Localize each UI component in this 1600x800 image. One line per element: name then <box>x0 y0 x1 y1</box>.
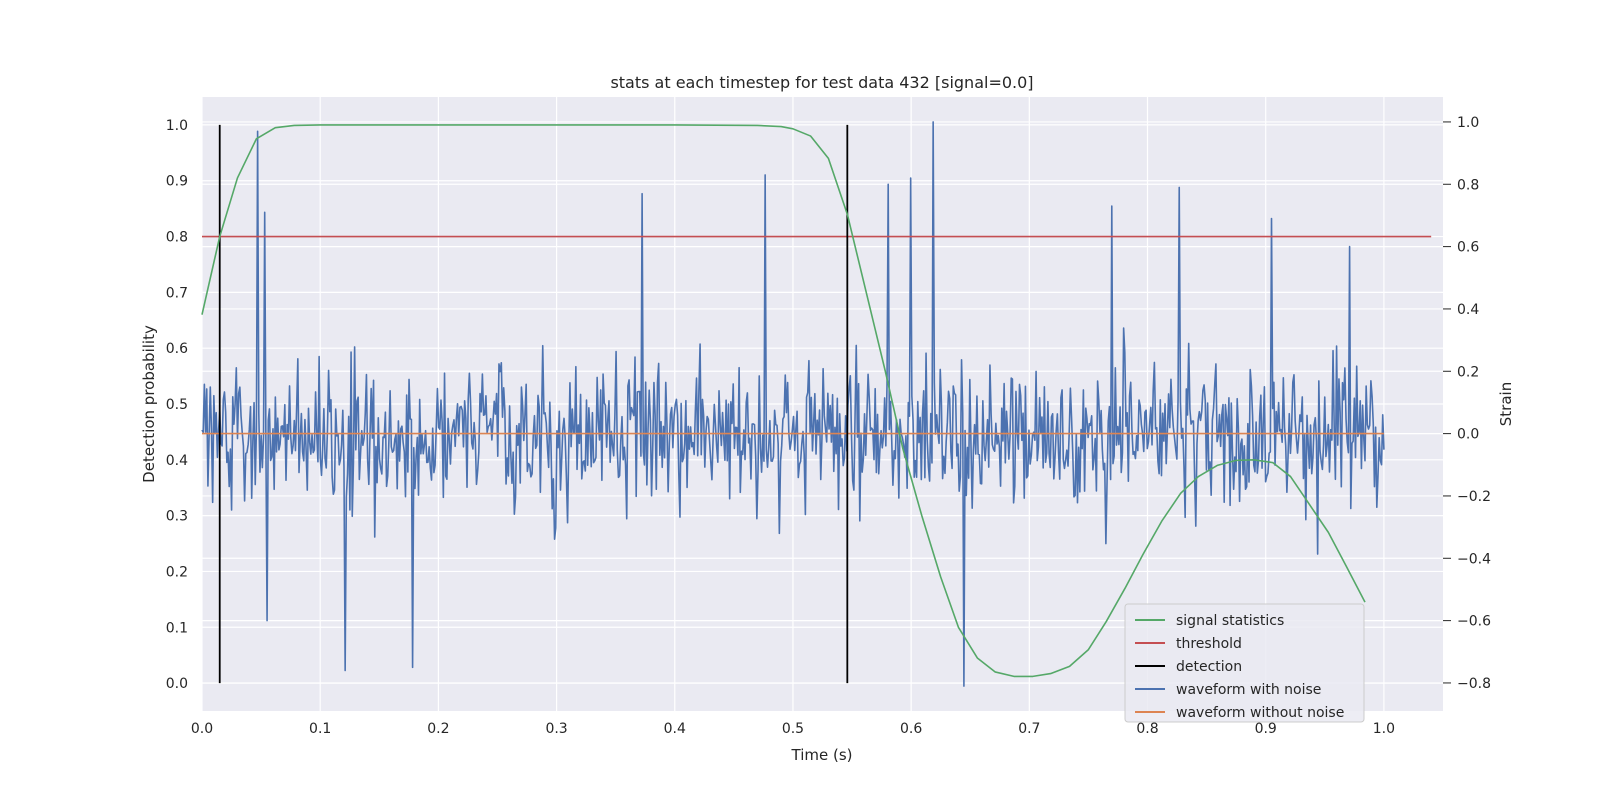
y-right-tick-label: 0.4 <box>1457 302 1479 318</box>
legend-label-detection: detection <box>1176 659 1242 675</box>
y-tick-label: 0.1 <box>166 620 188 636</box>
y-axis-label: Detection probability <box>140 325 158 483</box>
y-right-tick-label: −0.2 <box>1457 489 1491 505</box>
y-axis-ticks: 0.0 0.1 0.2 0.3 0.4 0.5 0.6 0.7 0.8 0.9 1.0 <box>166 118 188 692</box>
series-signal-statistics <box>201 124 1366 678</box>
x-tick-label: 0.2 <box>427 721 449 737</box>
x-axis-ticks: 0.0 0.1 0.2 0.3 0.4 0.5 0.6 0.7 0.8 0.9 1.0 <box>191 721 1395 737</box>
x-tick-label: 0.9 <box>1255 721 1277 737</box>
y-tick-label: 0.0 <box>166 676 188 692</box>
legend-label-threshold: threshold <box>1176 636 1242 652</box>
y-tick-label: 1.0 <box>166 118 188 134</box>
x-tick-label: 0.0 <box>191 721 213 737</box>
y-right-tick-label: 0.2 <box>1457 364 1479 380</box>
y-tick-label: 0.6 <box>166 341 188 357</box>
y-right-tick-label: −0.4 <box>1457 551 1491 567</box>
legend-label-waveform-with-noise: waveform with noise <box>1176 682 1321 698</box>
legend-label-waveform-without-noise: waveform without noise <box>1176 705 1344 721</box>
y-right-tick-label: 1.0 <box>1457 115 1479 131</box>
y-tick-label: 0.4 <box>166 453 188 469</box>
x-tick-label: 0.8 <box>1136 721 1158 737</box>
x-tick-label: 0.4 <box>664 721 686 737</box>
y-right-tick-label: −0.6 <box>1457 614 1491 630</box>
legend-label-signal-statistics: signal statistics <box>1176 613 1284 629</box>
x-tick-label: 1.0 <box>1373 721 1395 737</box>
y-right-axis-label: Strain <box>1497 382 1515 426</box>
y-tick-label: 0.7 <box>166 285 188 301</box>
chart-title: stats at each timestep for test data 432… <box>610 73 1033 92</box>
y-right-axis-ticks: −0.8 −0.6 −0.4 −0.2 0.0 0.2 0.4 0.6 0.8 1.0 <box>1443 115 1491 692</box>
y-tick-label: 0.9 <box>166 174 188 190</box>
x-axis-label: Time (s) <box>791 746 853 764</box>
x-tick-label: 0.6 <box>900 721 922 737</box>
y-right-tick-label: 0.6 <box>1457 240 1479 256</box>
y-tick-label: 0.8 <box>166 230 188 246</box>
legend: signal statistics threshold detection wavef… <box>1124 603 1365 723</box>
x-tick-label: 0.1 <box>309 721 331 737</box>
legend-box <box>1124 603 1365 723</box>
x-tick-label: 0.3 <box>545 721 567 737</box>
y-right-tick-label: −0.8 <box>1457 676 1491 692</box>
x-tick-label: 0.7 <box>1018 721 1040 737</box>
y-tick-label: 0.3 <box>166 509 188 525</box>
y-right-tick-label: 0.8 <box>1457 177 1479 193</box>
x-tick-label: 0.5 <box>782 721 804 737</box>
series-layer <box>201 121 1432 687</box>
series-waveform-with-noise <box>201 121 1385 687</box>
y-right-tick-label: 0.0 <box>1457 427 1479 443</box>
y-tick-label: 0.5 <box>166 397 188 413</box>
y-tick-label: 0.2 <box>166 564 188 580</box>
